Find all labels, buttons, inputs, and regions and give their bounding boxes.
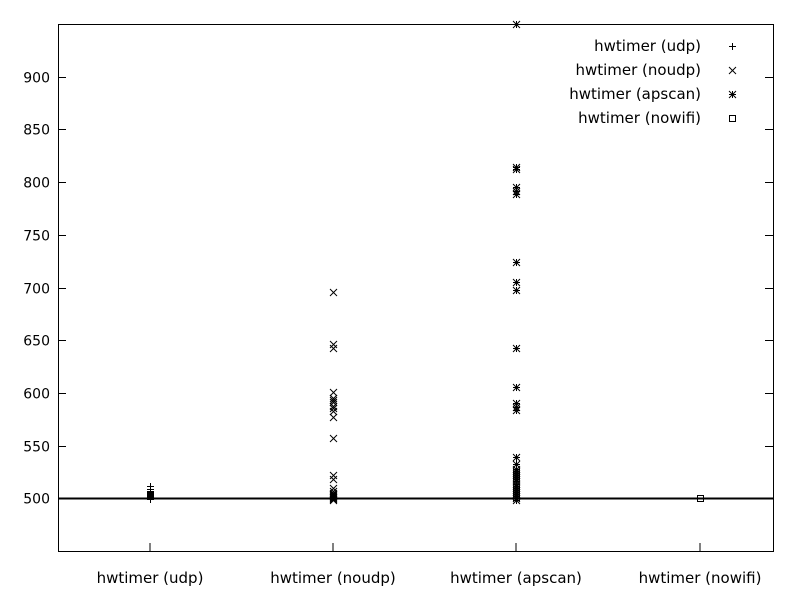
data-point xyxy=(512,258,521,267)
legend-label: hwtimer (noudp) xyxy=(575,61,701,79)
data-point xyxy=(512,163,521,172)
data-point xyxy=(512,460,521,469)
data-point xyxy=(512,278,521,287)
y-tick-label: 600 xyxy=(23,387,50,403)
data-point xyxy=(512,399,521,408)
data-point xyxy=(329,413,338,422)
x-axis: hwtimer (udp) hwtimer (noudp) hwtimer (aps… xyxy=(97,543,762,587)
y-tick-label: 700 xyxy=(23,282,50,298)
x-category-label: hwtimer (noudp) xyxy=(270,569,396,587)
legend-marker xyxy=(728,66,737,75)
data-point xyxy=(329,475,338,484)
y-tick-label: 800 xyxy=(23,176,50,192)
y-tick-label: 900 xyxy=(23,71,50,87)
legend-marker xyxy=(728,90,737,99)
data-point xyxy=(329,388,338,397)
legend-label: hwtimer (udp) xyxy=(594,37,701,55)
data-points xyxy=(147,20,704,505)
legend-marker xyxy=(729,43,736,50)
data-point xyxy=(329,340,338,349)
data-point xyxy=(329,396,338,405)
data-point xyxy=(329,490,338,499)
data-point xyxy=(329,471,338,480)
x-category-label: hwtimer (nowifi) xyxy=(639,569,762,587)
y-tick-label: 550 xyxy=(23,440,50,456)
data-point xyxy=(329,344,338,353)
data-point xyxy=(697,495,704,502)
data-point xyxy=(512,20,521,29)
y-tick-label: 750 xyxy=(23,229,50,245)
plot-frame xyxy=(58,24,774,552)
data-point xyxy=(512,286,521,295)
data-point xyxy=(329,487,338,496)
data-point xyxy=(329,434,338,443)
legend-label: hwtimer (apscan) xyxy=(569,85,701,103)
data-point xyxy=(329,484,338,493)
data-point xyxy=(512,383,521,392)
data-point xyxy=(329,404,338,413)
y-tick-label: 500 xyxy=(23,492,50,508)
legend-marker xyxy=(729,115,736,122)
y-axis: 500 550 600 650 700 750 800 850 900 xyxy=(23,71,773,508)
data-point xyxy=(329,394,338,403)
data-point xyxy=(512,183,521,192)
data-point xyxy=(512,344,521,353)
data-point xyxy=(512,453,521,462)
y-tick-label: 650 xyxy=(23,334,50,350)
data-point xyxy=(329,288,338,297)
legend: hwtimer (udp) hwtimer (noudp) hwtimer (aps… xyxy=(569,37,737,127)
x-category-label: hwtimer (apscan) xyxy=(450,569,582,587)
data-point xyxy=(147,483,154,490)
y-tick-label: 850 xyxy=(23,123,50,139)
x-category-label: hwtimer (udp) xyxy=(97,569,204,587)
legend-label: hwtimer (nowifi) xyxy=(578,109,701,127)
